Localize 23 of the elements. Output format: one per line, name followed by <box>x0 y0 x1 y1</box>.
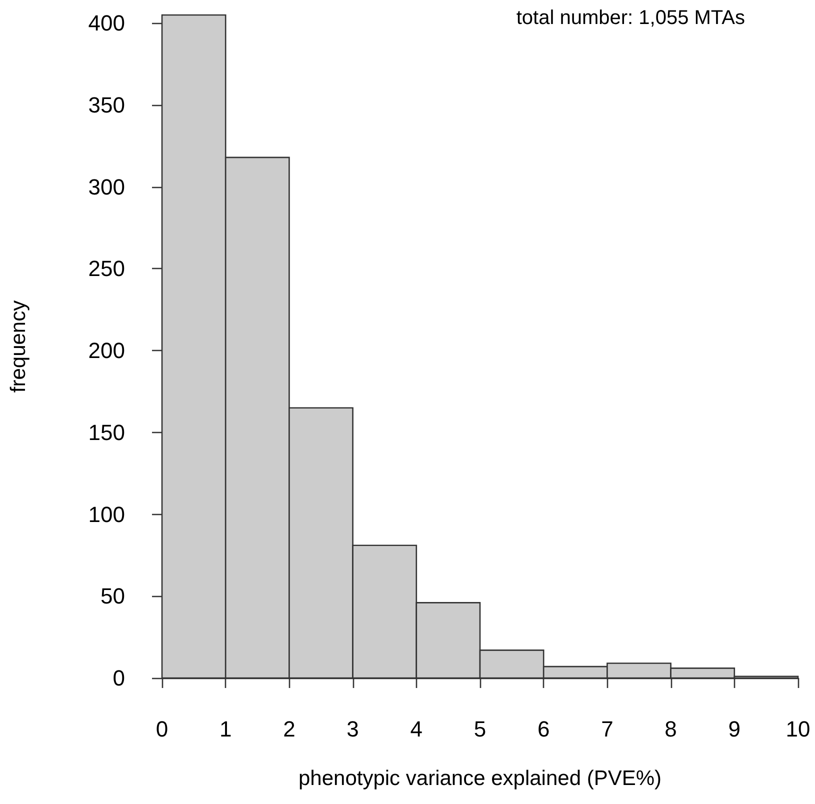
y-axis-title: frequency <box>7 300 30 393</box>
y-tick-label: 350 <box>88 92 125 118</box>
x-tick-label: 6 <box>537 716 550 742</box>
x-tick-label: 5 <box>474 716 486 742</box>
annotation: total number: 1,055 MTAs <box>516 7 745 29</box>
y-tick-label: 50 <box>100 584 125 609</box>
y-tick-label: 0 <box>112 666 125 690</box>
x-axis-title: phenotypic variance explained (PVE%) <box>298 767 662 790</box>
x-tick-label: 10 <box>786 716 810 742</box>
x-tick-label: 7 <box>601 716 614 742</box>
y-tick-label: 100 <box>88 502 125 527</box>
y-tick-label: 400 <box>88 10 125 36</box>
y-tick-label: 200 <box>88 338 125 364</box>
x-tick-label: 2 <box>283 716 296 742</box>
y-tick-label: 150 <box>88 420 125 445</box>
x-tick-label: 3 <box>346 716 359 742</box>
y-tick-label: 250 <box>88 256 125 282</box>
x-tick-label: 1 <box>219 716 232 742</box>
x-tick-label: 0 <box>156 716 168 742</box>
x-tick-label: 9 <box>728 716 741 742</box>
y-tick-label: 300 <box>88 174 125 200</box>
x-tick-label: 4 <box>410 716 423 742</box>
x-tick-label: 8 <box>664 716 677 742</box>
